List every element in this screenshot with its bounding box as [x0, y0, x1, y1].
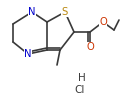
Text: N: N — [28, 7, 36, 17]
Text: O: O — [99, 17, 107, 27]
Text: N: N — [24, 49, 32, 59]
Text: H: H — [78, 73, 86, 83]
Text: Cl: Cl — [75, 85, 85, 95]
Text: S: S — [62, 7, 68, 17]
Text: O: O — [86, 42, 94, 52]
